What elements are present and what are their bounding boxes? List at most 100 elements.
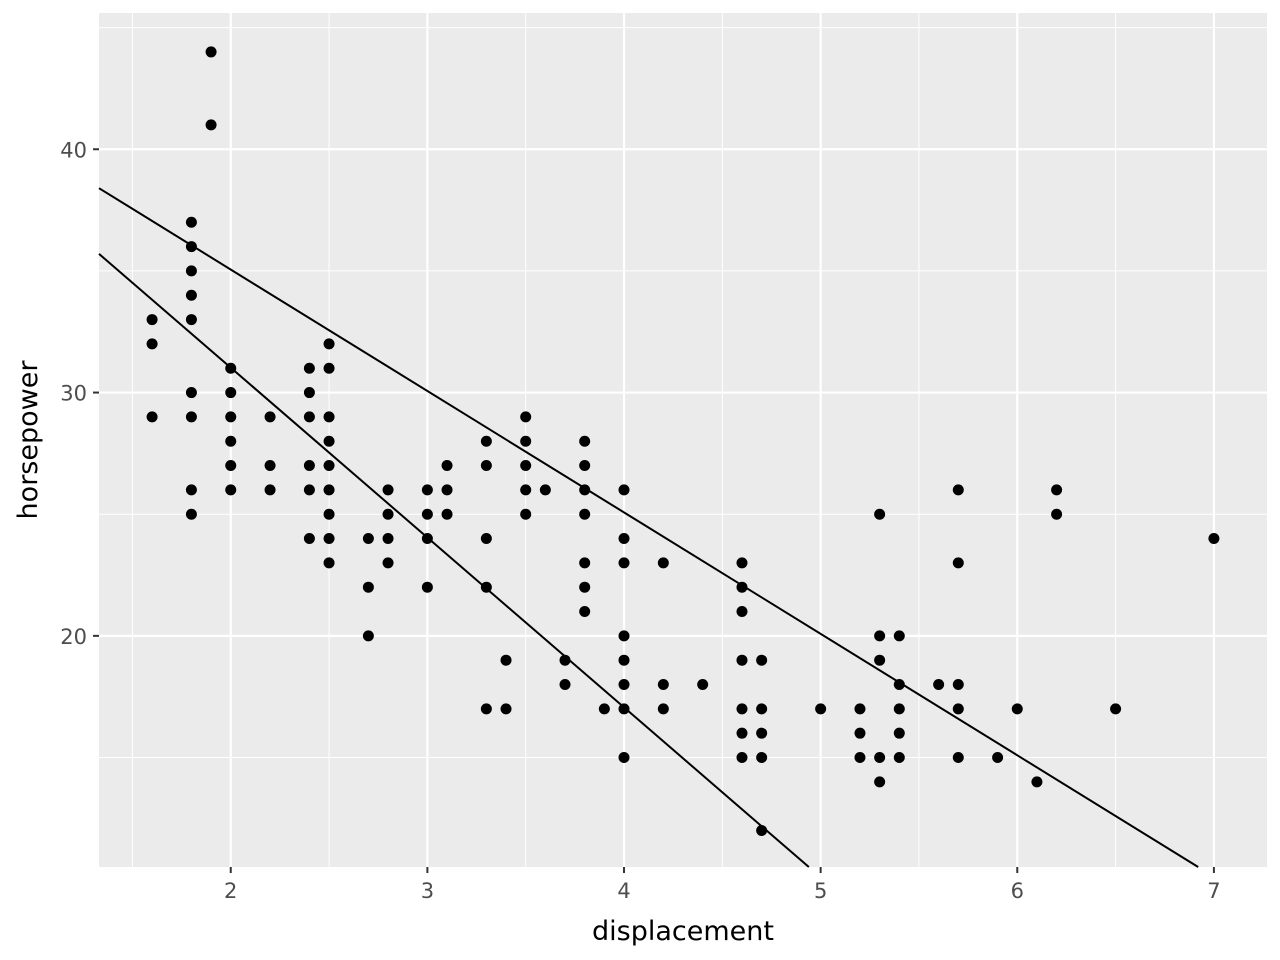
data-point xyxy=(323,533,335,545)
data-point xyxy=(579,460,591,472)
data-point xyxy=(618,533,630,545)
data-point xyxy=(736,606,748,618)
data-point xyxy=(382,557,394,569)
data-point xyxy=(1031,776,1043,788)
data-point xyxy=(657,557,669,569)
data-point xyxy=(225,435,237,447)
data-point xyxy=(480,581,492,593)
data-point xyxy=(559,654,571,666)
data-point xyxy=(1051,484,1063,496)
data-point xyxy=(303,460,315,472)
x-tick-label: 4 xyxy=(617,879,630,903)
data-point xyxy=(1051,508,1063,520)
data-point xyxy=(362,533,374,545)
data-point xyxy=(756,654,768,666)
data-point xyxy=(893,679,905,691)
data-point xyxy=(323,338,335,350)
data-point xyxy=(421,581,433,593)
data-point xyxy=(441,508,453,520)
data-point xyxy=(185,387,197,399)
data-point xyxy=(185,265,197,277)
data-point xyxy=(893,727,905,739)
data-point xyxy=(952,752,964,764)
data-point xyxy=(579,606,591,618)
major-gridlines xyxy=(99,13,1267,867)
fit-line xyxy=(98,253,810,868)
data-point xyxy=(893,630,905,642)
data-point xyxy=(736,727,748,739)
data-point xyxy=(303,387,315,399)
data-point xyxy=(185,411,197,423)
y-tick-label: 30 xyxy=(60,382,87,406)
data-point xyxy=(756,727,768,739)
data-point xyxy=(205,46,217,58)
data-point xyxy=(874,654,886,666)
data-point xyxy=(559,679,571,691)
data-point xyxy=(579,484,591,496)
data-point xyxy=(598,703,610,715)
data-point xyxy=(264,411,276,423)
y-axis-title: horsepower xyxy=(13,360,44,520)
data-point xyxy=(421,533,433,545)
data-point xyxy=(225,484,237,496)
data-point xyxy=(756,703,768,715)
data-point xyxy=(854,727,866,739)
x-tick-label: 3 xyxy=(421,879,434,903)
axis-ticks xyxy=(93,148,1215,873)
data-point xyxy=(1110,703,1122,715)
data-point xyxy=(756,752,768,764)
data-point xyxy=(185,216,197,228)
data-point xyxy=(441,484,453,496)
data-point xyxy=(992,752,1004,764)
data-point xyxy=(303,484,315,496)
data-point xyxy=(618,557,630,569)
data-point xyxy=(736,557,748,569)
data-point xyxy=(579,581,591,593)
data-point xyxy=(323,435,335,447)
data-point xyxy=(952,484,964,496)
data-point xyxy=(205,119,217,131)
x-tick-label: 7 xyxy=(1207,879,1220,903)
y-tick-label: 40 xyxy=(60,138,87,162)
data-point xyxy=(618,703,630,715)
data-point xyxy=(736,703,748,715)
data-point xyxy=(618,679,630,691)
data-point xyxy=(480,460,492,472)
data-point xyxy=(303,411,315,423)
data-point xyxy=(520,411,532,423)
data-point xyxy=(618,654,630,666)
data-point xyxy=(854,752,866,764)
data-point xyxy=(480,533,492,545)
data-point xyxy=(657,703,669,715)
data-point xyxy=(736,581,748,593)
data-point xyxy=(520,460,532,472)
data-point xyxy=(854,703,866,715)
data-point xyxy=(323,411,335,423)
data-point xyxy=(323,557,335,569)
data-point xyxy=(952,679,964,691)
data-point xyxy=(146,338,158,350)
data-point xyxy=(520,508,532,520)
data-point xyxy=(874,776,886,788)
data-point xyxy=(480,435,492,447)
data-point xyxy=(579,508,591,520)
data-point xyxy=(657,679,669,691)
data-point xyxy=(185,241,197,253)
data-point xyxy=(736,752,748,764)
data-point xyxy=(185,484,197,496)
data-point xyxy=(362,630,374,642)
x-tick-label: 2 xyxy=(224,879,237,903)
data-point xyxy=(382,533,394,545)
data-point xyxy=(303,362,315,374)
data-point xyxy=(539,484,551,496)
minor-gridlines xyxy=(99,13,1267,867)
fit-line xyxy=(98,187,1199,868)
data-point xyxy=(874,752,886,764)
x-tick-label: 6 xyxy=(1011,879,1024,903)
data-point xyxy=(362,581,374,593)
plot-panel xyxy=(99,13,1267,867)
data-point xyxy=(952,703,964,715)
data-point xyxy=(579,435,591,447)
data-point xyxy=(421,508,433,520)
